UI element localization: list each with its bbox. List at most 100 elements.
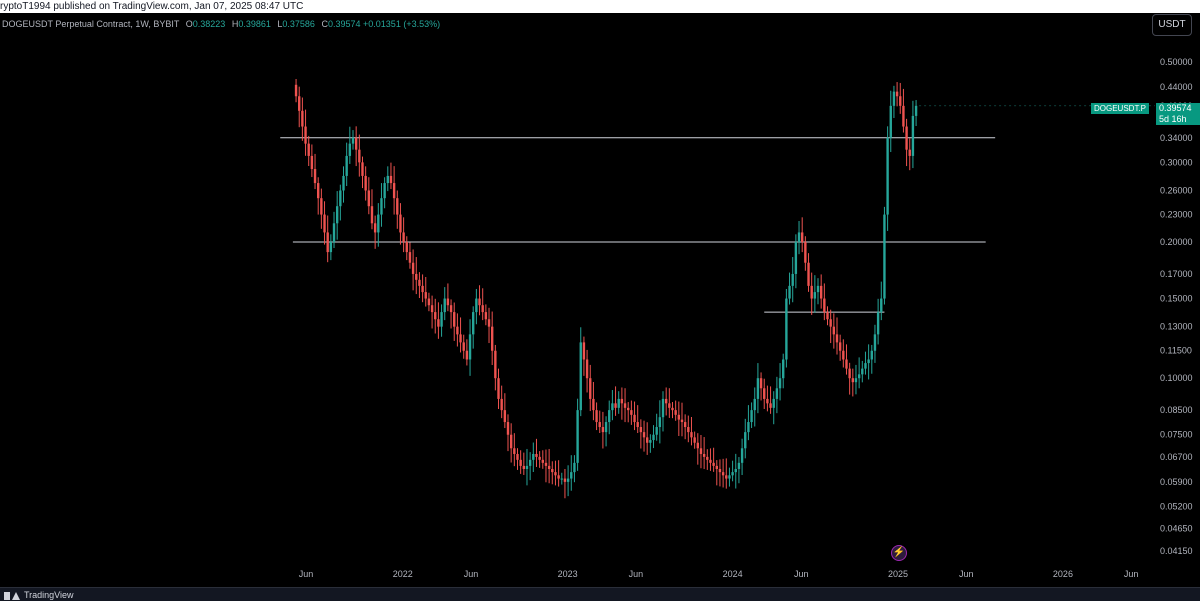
candle-body [589,378,592,399]
candle-body [756,378,760,399]
low-value: 0.37586 [282,19,315,29]
candle-body [639,427,643,433]
y-tick-label: 0.04650 [1160,524,1193,534]
close-value: 0.39574 [327,19,361,29]
y-tick-label: 0.15000 [1160,294,1193,304]
candle-body [652,434,655,441]
currency-button[interactable]: USDT [1152,14,1192,36]
candle-body [804,242,807,263]
candle-body [475,298,478,313]
candle-body [402,232,405,243]
candle-body [503,410,507,423]
candle-body [386,175,389,184]
candle-body [715,465,718,469]
candle-body [453,312,456,327]
candle-body [794,242,798,274]
candle-body [323,214,326,233]
x-tick-label: 2026 [1053,569,1073,579]
candle-body [601,427,605,433]
candle-body [449,305,453,313]
candle-body [427,298,431,306]
candle-body [304,126,307,144]
candle-body [671,407,674,411]
candle-body [864,363,867,369]
x-tick-label: Jun [629,569,644,579]
price-chart[interactable]: 0.500000.440000.400000.340000.300000.260… [0,0,1200,587]
candle-body [294,84,298,97]
x-tick-label: 2022 [393,569,413,579]
candle-body [706,456,709,460]
candle-body [307,143,310,156]
candle-body [661,398,665,418]
footer-bar: TradingView [0,587,1200,601]
candle-body [778,378,782,389]
last-price-badge: 0.39574 5d 16h [1156,103,1200,125]
candle-body [687,427,690,433]
candle-body [696,442,700,449]
candle-body [842,350,845,360]
candle-body [560,478,563,480]
change-value: +0.01351 (+3.53%) [363,19,441,29]
x-tick-label: Jun [959,569,974,579]
y-tick-label: 0.04150 [1160,546,1193,556]
candle-body [728,475,731,479]
candle-body [364,175,367,191]
candle-body [914,105,918,116]
candle-body [528,459,532,466]
y-tick-label: 0.10000 [1160,373,1193,383]
candle-body [396,198,399,215]
candle-body [608,410,611,423]
candle-body [854,378,858,383]
candle-body [829,319,832,327]
candle-body [889,105,892,138]
high-value: 0.39861 [238,19,271,29]
candle-body [579,342,582,411]
y-tick-label: 0.13000 [1160,322,1193,332]
y-tick-label: 0.30000 [1160,157,1193,167]
candle-body [838,342,842,351]
candle-body [810,285,813,299]
open-label: O [185,19,193,29]
candle-body [753,398,756,411]
candle-body [845,359,848,369]
candle-body [886,137,889,215]
candle-body [867,359,870,364]
candle-body [649,440,652,443]
chart-legend: DOGEUSDT Perpetual Contract, 1W, BYBIT O… [2,18,440,30]
candle-body [405,242,408,253]
y-tick-label: 0.34000 [1160,133,1193,143]
candle-body [468,334,472,360]
candle-body [509,434,513,449]
candle-body [630,410,633,415]
candle-body [358,149,361,163]
candle-body [782,359,785,379]
candle-body [737,462,741,469]
x-tick-label: Jun [794,569,809,579]
candle-body [551,468,554,473]
y-tick-label: 0.05900 [1160,477,1193,487]
candle-body [791,273,794,286]
x-tick-label: 2025 [888,569,908,579]
candle-body [544,462,548,466]
candle-body [851,378,855,383]
candle-body [459,334,462,343]
candle-body [718,468,722,473]
candle-body [532,453,535,460]
candle-body [380,198,383,215]
tradingview-logo[interactable]: TradingView [4,590,74,601]
candle-body [497,378,500,399]
candle-body [456,326,459,335]
candle-body [908,149,911,156]
candle-body [373,223,377,233]
open-value: 0.38223 [192,19,226,29]
lightning-bolt-icon[interactable]: ⚡ [891,545,907,561]
candle-body [383,183,386,199]
candle-body [570,472,573,479]
candle-body [342,175,345,191]
high-label: H [231,19,239,29]
candle-body [392,183,396,199]
candle-body [339,190,342,207]
candle-body [645,437,649,443]
candle-body [895,91,899,97]
candle-body [408,252,412,263]
